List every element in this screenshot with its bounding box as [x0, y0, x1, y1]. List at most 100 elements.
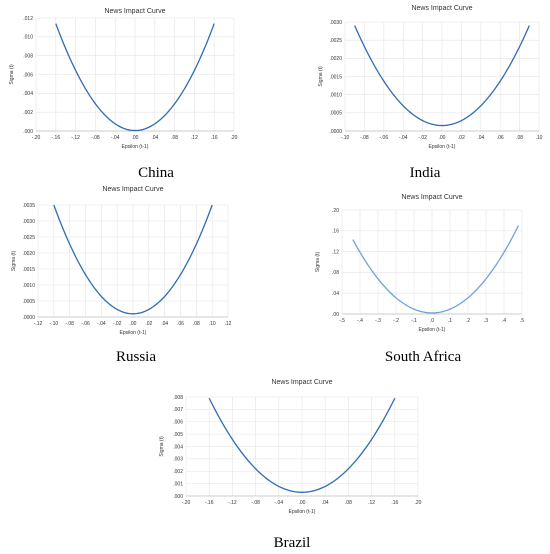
y-tick-label: .0000 [22, 315, 35, 321]
y-tick-label: .010 [23, 35, 33, 41]
x-tick-label: .3 [484, 318, 488, 324]
y-tick-label: .008 [23, 53, 33, 59]
y-tick-label: .0000 [329, 129, 342, 135]
x-axis-label: Epsilon (t-1) [429, 144, 456, 150]
chart-panel-brazil: -.20 -.16 -.12 -.08 -.04 .00 .04 .08 .12 .16 .20 .0… [159, 379, 422, 551]
x-tick-label: .1 [448, 318, 452, 324]
y-tick-label: .0010 [22, 283, 35, 289]
x-tick-label: -.3 [375, 318, 381, 324]
y-tick-label: .0020 [22, 251, 35, 257]
y-tick-label: .00 [332, 312, 339, 318]
chart-title: News Impact Curve [401, 194, 462, 201]
x-tick-label: -.08 [91, 135, 100, 141]
y-tick-label: .16 [332, 229, 339, 235]
chart-panel-india: -.10 -.08 -.06 -.04 -.02 .00 .02 .04 .06 .08 .10 .0… [318, 5, 543, 181]
x-tick-label: .08 [193, 321, 200, 327]
x-tick-label: -.08 [360, 135, 369, 141]
x-tick-label: .16 [211, 135, 218, 141]
y-tick-label: .012 [23, 16, 33, 22]
y-tick-label: .002 [23, 110, 33, 116]
x-tick-label: -.2 [393, 318, 399, 324]
y-axis-label: Sigma (t) [11, 251, 17, 272]
y-tick-label: .0035 [22, 203, 35, 209]
chart-caption: Brazil [274, 535, 311, 551]
x-axis-label: Epsilon (t-1) [419, 327, 446, 333]
chart-title: News Impact Curve [411, 5, 472, 12]
x-tick-label: .00 [439, 135, 446, 141]
x-tick-label: -.16 [205, 500, 214, 506]
y-tick-label: .0025 [329, 38, 342, 44]
x-tick-label: -.04 [111, 135, 120, 141]
chart-panel-russia: -.12 -.10 -.08 -.06 -.04 -.02 .00 .02 .04 .06 .08.… [11, 186, 232, 365]
x-tick-label: -.08 [251, 500, 260, 506]
x-tick-label: -.06 [379, 135, 388, 141]
x-tick-label: .02 [458, 135, 465, 141]
y-tick-label: .08 [332, 270, 339, 276]
x-tick-label: -.04 [399, 135, 408, 141]
chart-title: News Impact Curve [102, 186, 163, 193]
y-tick-label: .007 [173, 407, 183, 413]
series-line [55, 23, 215, 132]
y-tick-label: .006 [173, 420, 183, 426]
x-tick-label: .02 [145, 321, 152, 327]
y-tick-label: .0015 [22, 267, 35, 273]
x-tick-label: .08 [516, 135, 523, 141]
x-tick-label: -.02 [418, 135, 427, 141]
y-tick-label: .003 [173, 457, 183, 463]
x-tick-label: -.06 [81, 321, 90, 327]
x-tick-label: .00 [130, 321, 137, 327]
y-tick-label: .006 [23, 72, 33, 78]
y-tick-label: .0030 [329, 20, 342, 26]
x-tick-label: .0 [430, 318, 434, 324]
chart-caption: China [138, 165, 174, 181]
chart-title: News Impact Curve [104, 8, 165, 15]
y-tick-label: .0010 [329, 92, 342, 98]
y-axis-label: Sigma (t) [315, 252, 321, 273]
x-tick-label: -.04 [97, 321, 106, 327]
x-tick-label: -.4 [357, 318, 363, 324]
x-tick-label: .16 [391, 500, 398, 506]
x-tick-label: -.5 [339, 318, 345, 324]
x-tick-label: -.12 [71, 135, 80, 141]
x-tick-label: .04 [161, 321, 168, 327]
y-axis-label: Sigma (t) [318, 66, 324, 87]
chart-caption: India [410, 165, 441, 181]
y-tick-label: .0005 [22, 299, 35, 305]
x-tick-label: .08 [345, 500, 352, 506]
x-axis-label: Epsilon (t-1) [289, 509, 316, 515]
y-axis-label: Sigma (t) [159, 436, 165, 457]
x-tick-label: -.1 [411, 318, 417, 324]
x-tick-label: -.12 [228, 500, 237, 506]
x-tick-label: -.10 [50, 321, 59, 327]
series-line [354, 25, 530, 127]
x-tick-label: .10 [209, 321, 216, 327]
x-tick-label: .06 [497, 135, 504, 141]
x-tick-label: .00 [299, 500, 306, 506]
x-tick-label: .20 [231, 135, 238, 141]
x-tick-label: .06 [177, 321, 184, 327]
x-tick-label: -.20 [182, 500, 191, 506]
x-tick-label: .12 [191, 135, 198, 141]
y-tick-label: .000 [23, 129, 33, 135]
chart-panel-south-africa: -.5 -.4 -.3 -.2 -.1 .0 .1 .2 .3 .4 .5 .00 .04 .08 .12.… [315, 194, 524, 365]
x-tick-label: .04 [151, 135, 158, 141]
x-tick-label: .00 [132, 135, 139, 141]
x-tick-label: .10 [536, 135, 543, 141]
y-tick-label: .20 [332, 208, 339, 214]
y-tick-label: .04 [332, 291, 339, 297]
x-tick-label: -.02 [113, 321, 122, 327]
y-tick-label: .001 [173, 481, 183, 487]
x-axis-label: Epsilon (t-1) [120, 330, 147, 336]
y-tick-label: .12 [332, 249, 339, 255]
chart-caption: South Africa [385, 349, 462, 365]
x-tick-label: -.10 [341, 135, 350, 141]
x-tick-label: -.12 [34, 321, 43, 327]
x-tick-label: -.16 [51, 135, 60, 141]
x-tick-label: -.08 [65, 321, 74, 327]
x-tick-label: -.04 [274, 500, 283, 506]
series-line [352, 225, 519, 314]
x-tick-label: .2 [466, 318, 470, 324]
series-line [208, 397, 396, 493]
chart-panel-china: -.20 -.16 -.12 -.08 -.04 .00 .04 .08 .12 .16 .20 .0… [9, 8, 238, 181]
